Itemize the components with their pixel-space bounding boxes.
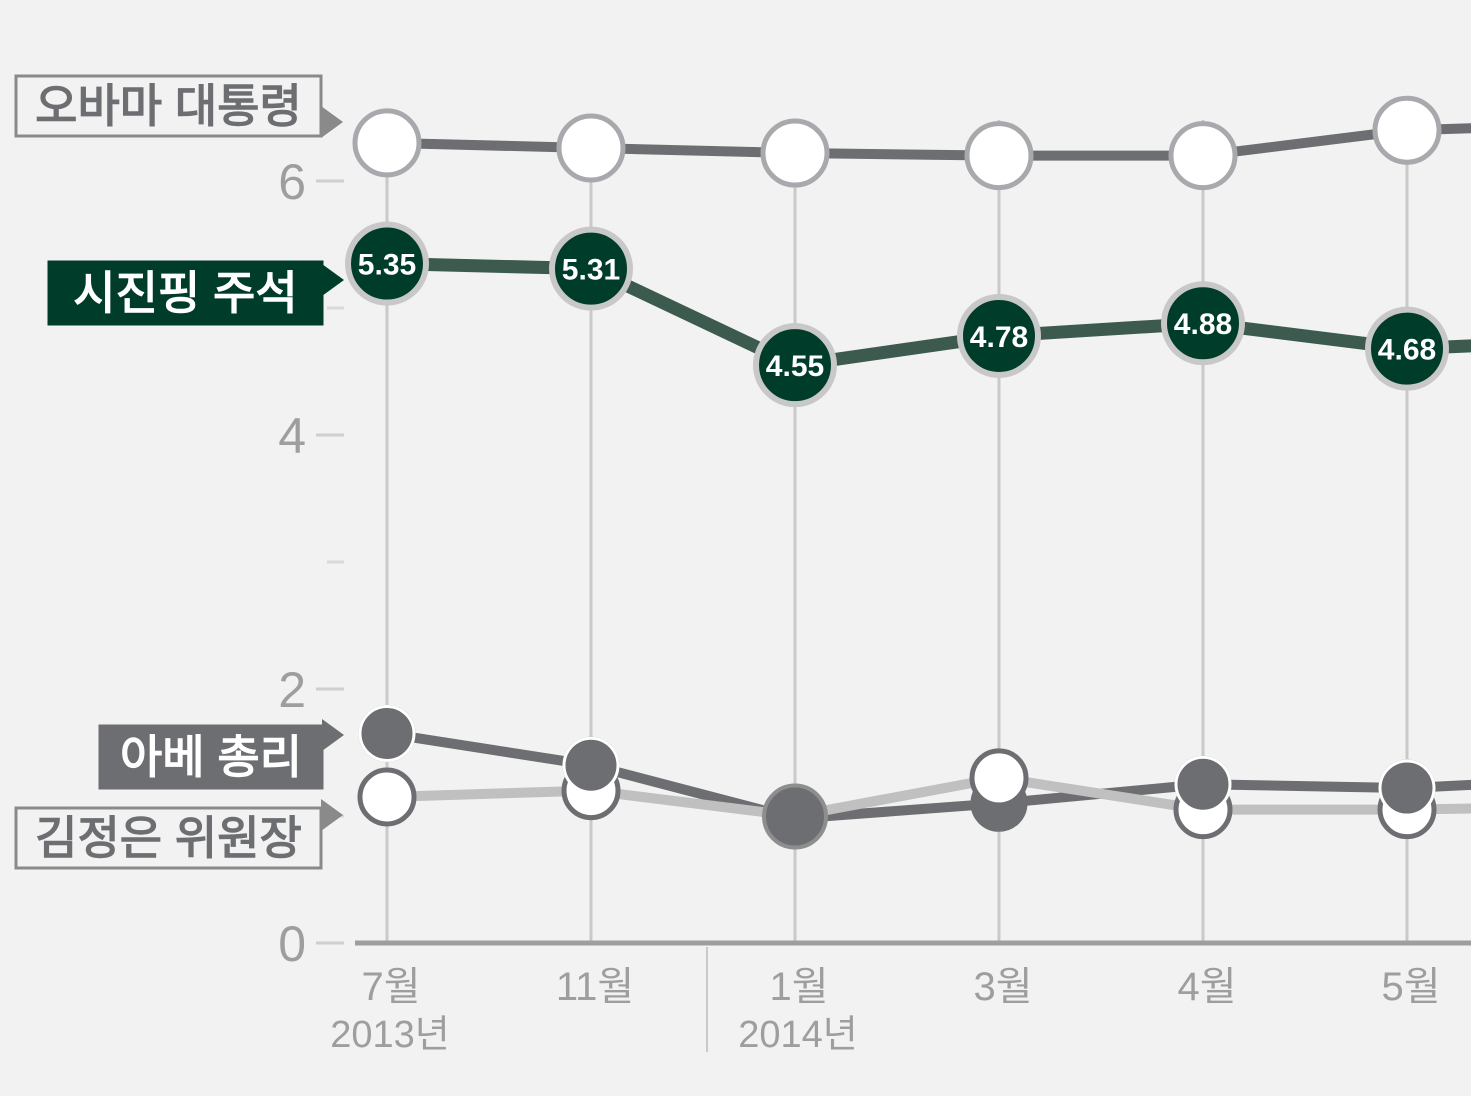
data-point bbox=[964, 121, 1034, 191]
legend-xi: 시진핑 주석 bbox=[47, 260, 344, 326]
data-label: 4.88 bbox=[1174, 308, 1232, 341]
data-point bbox=[969, 748, 1029, 808]
x-tick-label: 1월 bbox=[769, 965, 828, 1009]
data-point bbox=[549, 226, 633, 311]
data-point bbox=[1168, 121, 1238, 191]
y-tick-label: 4 bbox=[278, 408, 306, 464]
x-tick-label: 3월 bbox=[973, 965, 1032, 1009]
y-tick-label: 6 bbox=[278, 154, 306, 210]
data-point bbox=[352, 108, 422, 178]
data-label: 4.55 bbox=[766, 350, 824, 383]
data-point bbox=[1174, 755, 1232, 813]
series-layer: 5.35 5.31 4.55 4.78 4.88 4.68 bbox=[345, 95, 1471, 850]
legend-kim: 김정은 위원장 bbox=[14, 799, 343, 870]
legend-pointer bbox=[322, 719, 344, 751]
legend-label: 오바마 대통령 bbox=[35, 80, 302, 132]
data-point bbox=[357, 767, 417, 827]
data-point bbox=[753, 323, 837, 408]
legend-pointer bbox=[322, 264, 344, 296]
data-point bbox=[1372, 95, 1442, 165]
data-point bbox=[762, 783, 828, 850]
legend-label: 아베 총리 bbox=[120, 731, 302, 783]
data-point bbox=[760, 118, 830, 188]
legend-label: 김정은 위원장 bbox=[35, 812, 302, 864]
legend-box bbox=[14, 806, 323, 870]
vertical-gridlines bbox=[385, 120, 1409, 943]
x-tick-label: 5월 bbox=[1381, 965, 1440, 1009]
data-label: 5.35 bbox=[358, 249, 416, 282]
data-point bbox=[556, 113, 626, 183]
series-line bbox=[386, 123, 1471, 161]
x-tick-label: 4월 bbox=[1177, 965, 1236, 1009]
legend-label: 시진핑 주석 bbox=[73, 267, 297, 319]
data-label: 4.68 bbox=[1378, 334, 1436, 367]
data-point bbox=[1161, 281, 1245, 366]
legend-obama: 오바마 대통령 bbox=[14, 74, 343, 138]
data-point bbox=[345, 221, 429, 306]
y-tick-label: 0 bbox=[278, 916, 306, 972]
data-label: 5.31 bbox=[562, 254, 620, 287]
legend-pointer bbox=[321, 799, 343, 831]
x-tick-label: 7월 bbox=[361, 965, 420, 1009]
year-label: 2014년 bbox=[738, 1014, 858, 1056]
data-point bbox=[1365, 306, 1449, 391]
data-label: 4.78 bbox=[970, 321, 1028, 354]
legend-abe: 아베 총리 bbox=[98, 719, 344, 790]
legend-box bbox=[14, 74, 323, 138]
x-tick-label: 11월 bbox=[556, 965, 634, 1009]
y-tick-label: 2 bbox=[278, 662, 306, 718]
year-label: 2013년 bbox=[330, 1014, 450, 1056]
data-point bbox=[358, 704, 416, 762]
data-point bbox=[1378, 759, 1436, 817]
data-point bbox=[957, 293, 1041, 378]
legend-box bbox=[98, 724, 324, 790]
data-point bbox=[562, 736, 620, 794]
series-line bbox=[386, 257, 1471, 372]
x-axis: 7월 11월 1월 3월 4월 5월 2013년 2014년 bbox=[330, 940, 1471, 1056]
legend-pointer bbox=[321, 106, 343, 138]
